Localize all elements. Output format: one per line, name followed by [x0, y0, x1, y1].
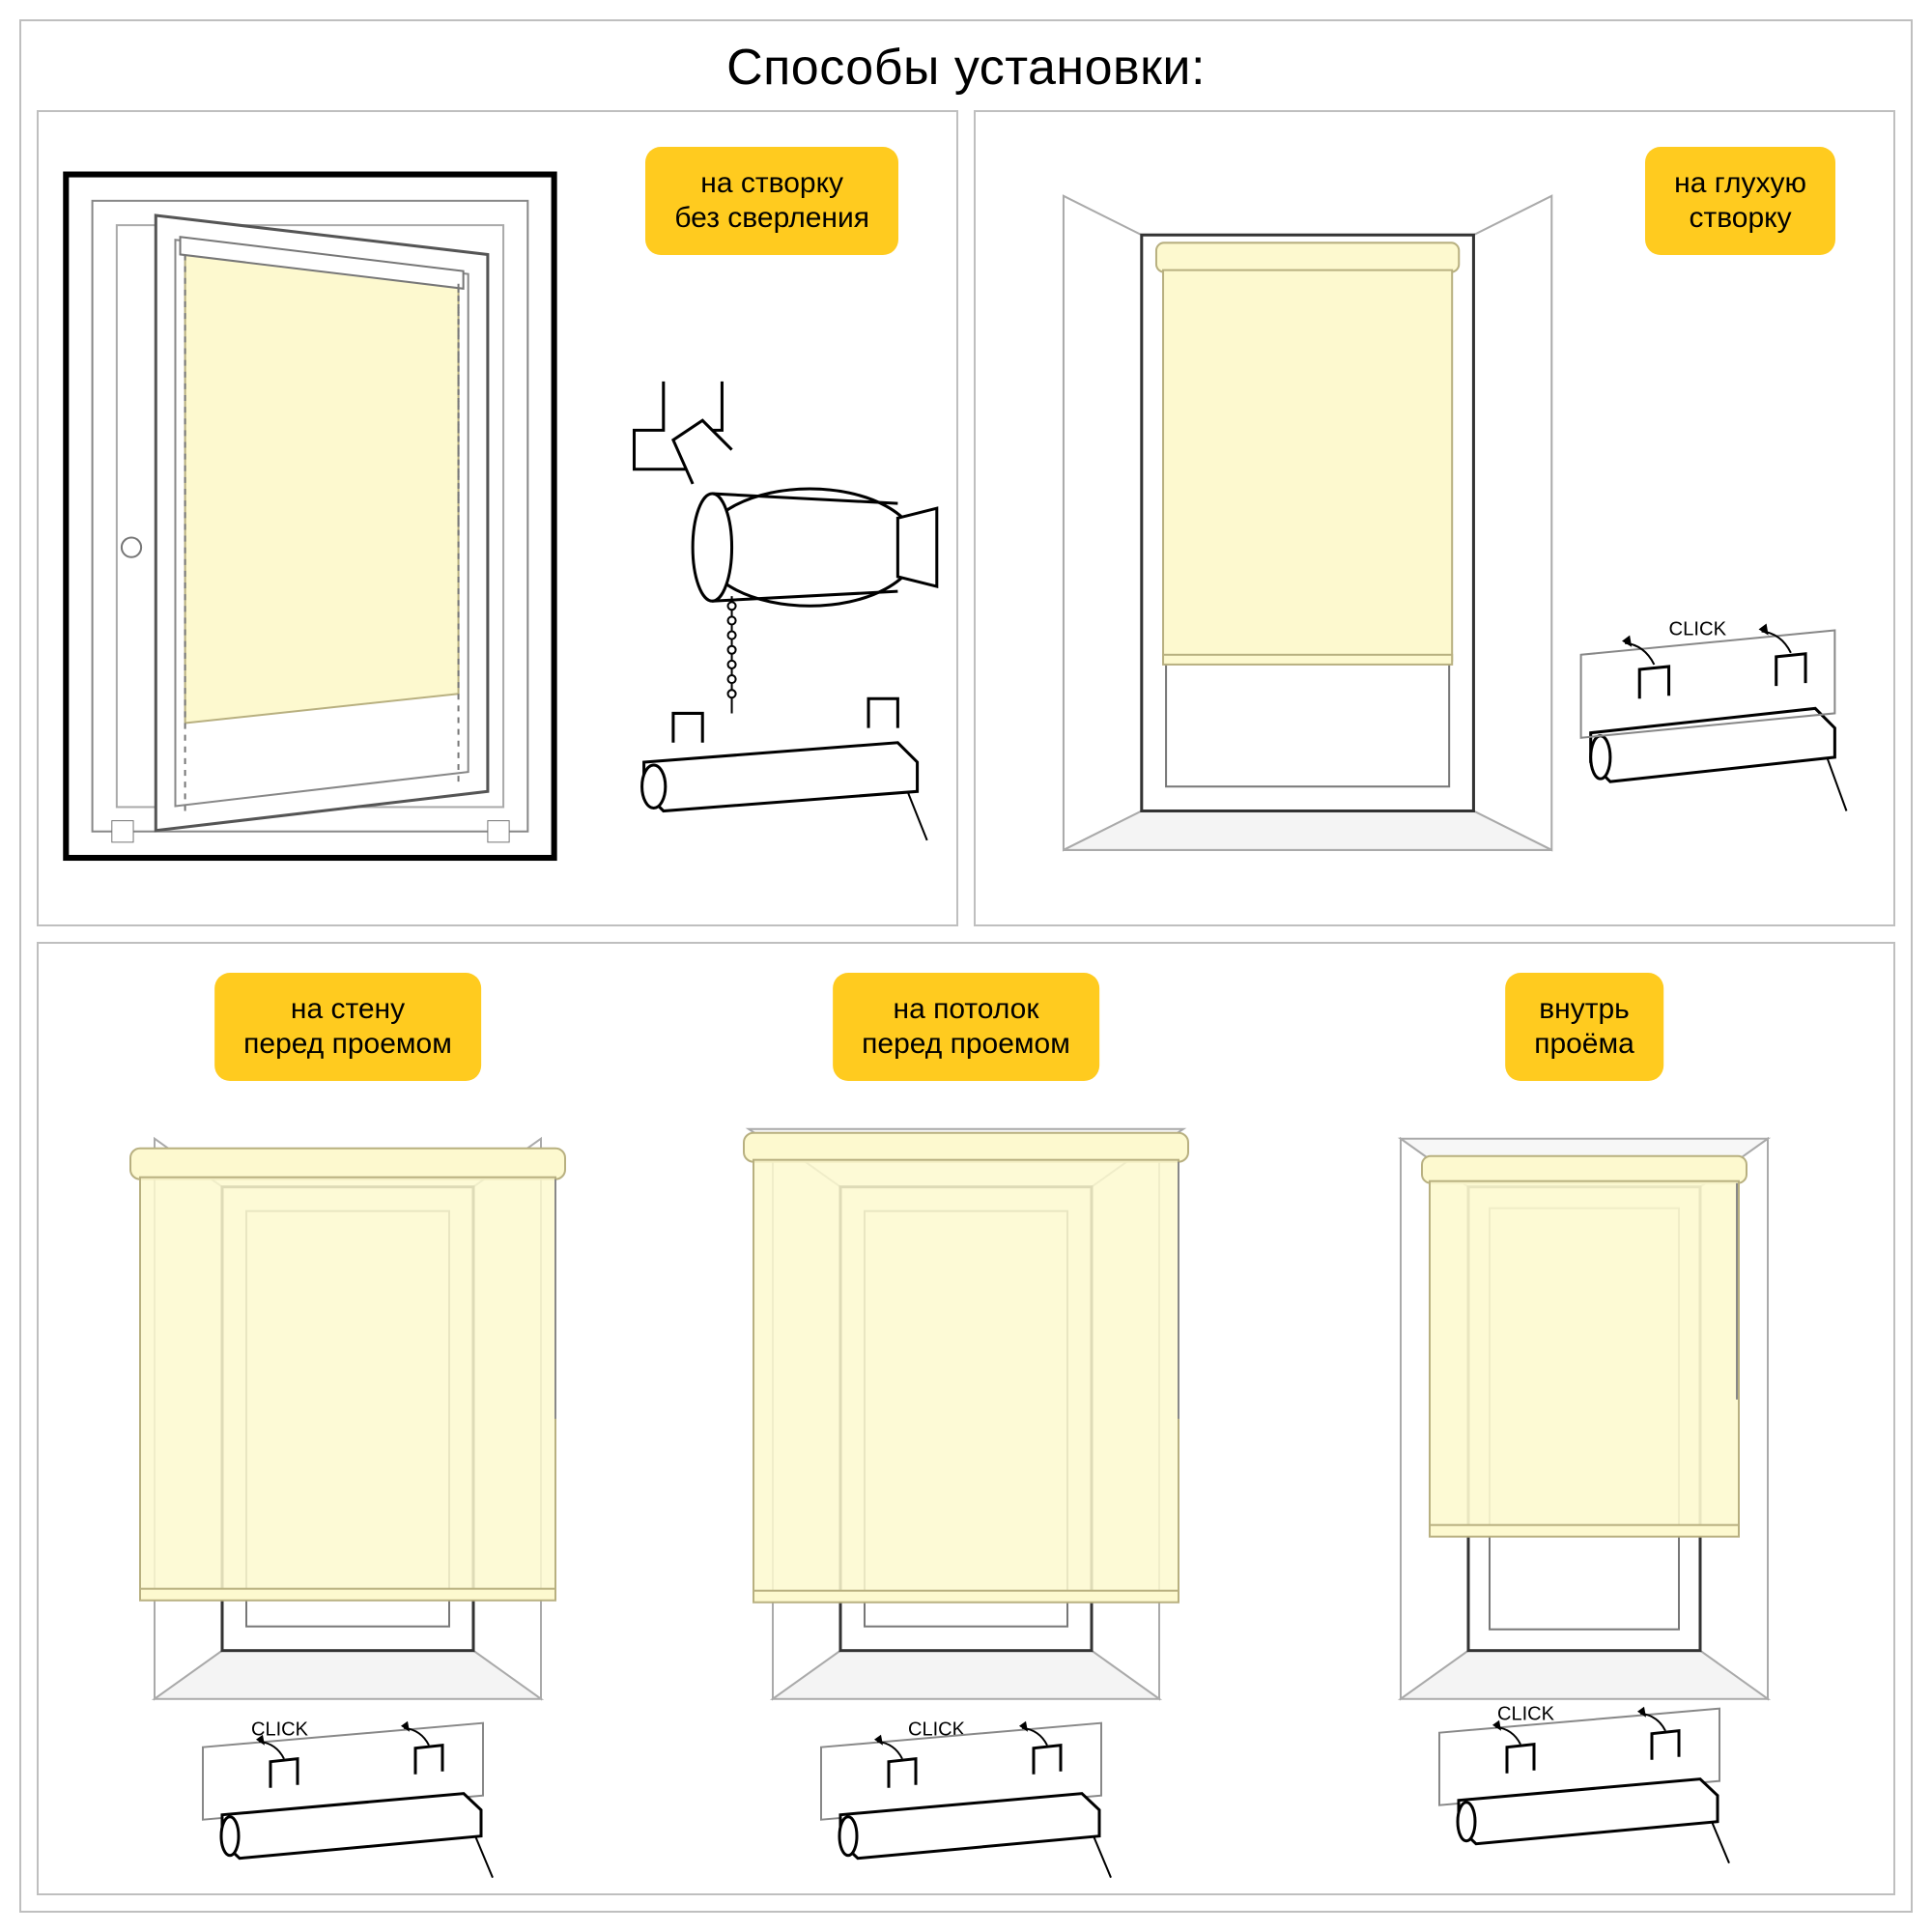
panel-wall-front: на стенуперед проемом	[39, 944, 657, 1893]
click-label: CLICK	[1497, 1703, 1555, 1724]
diagram-wall-front: CLICK	[39, 944, 657, 1893]
tag-label: на створкубез сверления	[674, 167, 869, 234]
tag-label: на потолокперед проемом	[862, 993, 1070, 1060]
panel-inside-opening: внутрьпроёма	[1275, 944, 1893, 1893]
bottom-row: на стенуперед проемом	[21, 942, 1911, 1911]
tag-label: на глухуюстворку	[1674, 167, 1806, 234]
tag-ceiling-front: на потолокперед проемом	[833, 973, 1099, 1081]
click-label: CLICK	[1669, 619, 1727, 640]
panel-shash-no-drill: на створкубез сверления	[37, 110, 958, 926]
tag-label: внутрьпроёма	[1534, 993, 1634, 1060]
tag-inside-opening: внутрьпроёма	[1505, 973, 1663, 1081]
panel-fixed-sash: на глухуюстворку	[974, 110, 1895, 926]
diagram-inside-opening: CLICK	[1275, 944, 1893, 1893]
panel-bottom-group: на стенуперед проемом	[37, 942, 1895, 1895]
tag-label: на стенуперед проемом	[243, 993, 452, 1060]
infographic-container: Способы установки: на створкубез сверлен…	[19, 19, 1913, 1913]
panel-ceiling-front: на потолокперед проемом	[657, 944, 1275, 1893]
tag-fixed-sash: на глухуюстворку	[1645, 147, 1835, 255]
top-row: на створкубез сверления	[21, 110, 1911, 942]
tag-sash-no-drill: на створкубез сверления	[645, 147, 898, 255]
page-title: Способы установки:	[21, 21, 1911, 110]
diagram-ceiling-front: CLICK	[657, 944, 1275, 1893]
tag-wall-front: на стенуперед проемом	[214, 973, 481, 1081]
